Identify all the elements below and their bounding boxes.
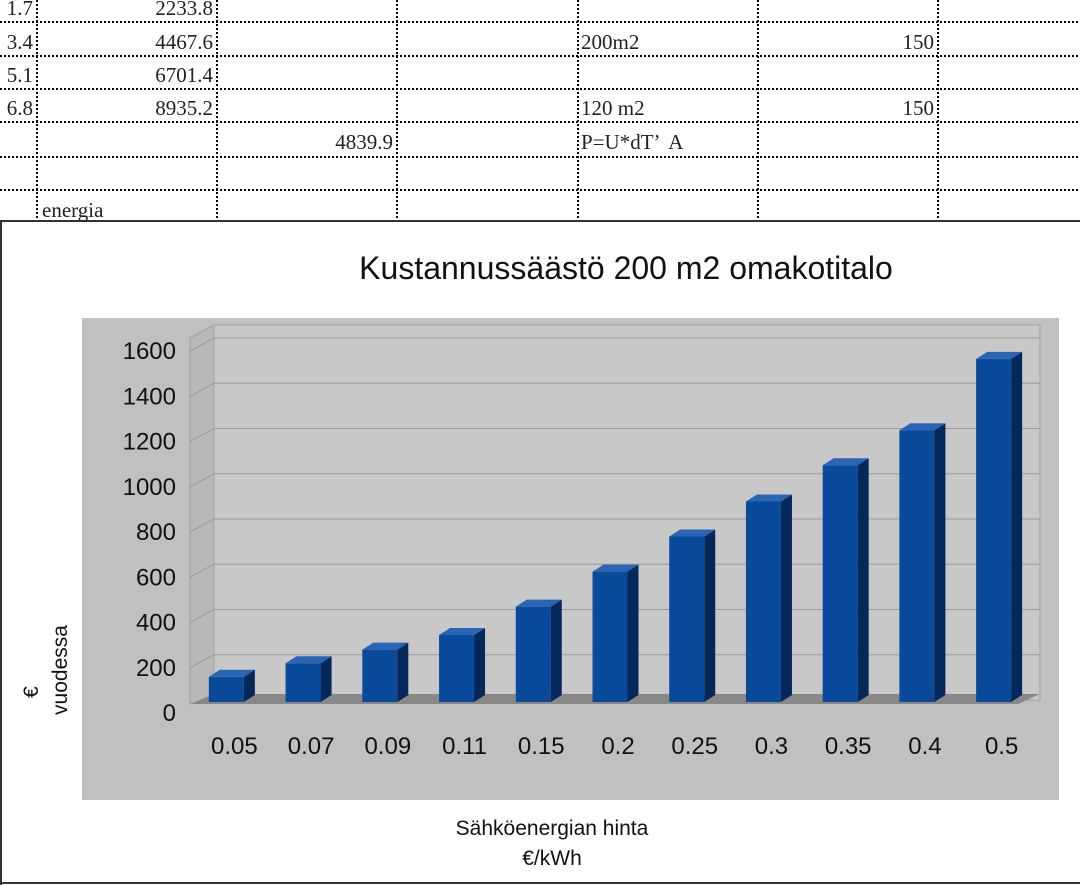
cell-d2[interactable]: 200m2 <box>581 30 640 54</box>
gridline-depth <box>189 563 215 578</box>
bar-side <box>243 669 255 702</box>
cell-b7[interactable]: energia <box>42 198 104 222</box>
x-axis-label: Sähköenergian hinta <box>456 817 649 840</box>
gridline-depth <box>189 473 215 488</box>
y-tick-label: 1200 <box>123 429 176 456</box>
gridline-depth <box>189 609 215 623</box>
bar-top <box>822 458 869 466</box>
gridline-depth <box>189 382 215 397</box>
y-tick-label: 200 <box>136 655 176 682</box>
bar-top <box>285 656 332 664</box>
bar <box>208 676 244 702</box>
cell-c5[interactable]: 4839.9 <box>335 130 393 154</box>
y-tick-label: 600 <box>136 564 176 591</box>
x-tick-label: 0.07 <box>288 733 335 760</box>
chart-container: 0 200 400 600 800 1000 1200 1400 1600 0.05 0.07 0.0… <box>0 222 1080 885</box>
x-tick-label: 0.05 <box>211 733 258 760</box>
y-tick-label: 800 <box>136 519 176 546</box>
bar <box>899 430 935 702</box>
cell-b2[interactable]: 4467.6 <box>155 30 213 54</box>
bar <box>285 663 321 702</box>
bar <box>669 536 705 702</box>
bar-side <box>397 642 409 702</box>
cell-b3[interactable]: 6701.4 <box>155 63 213 87</box>
bar-top <box>899 423 946 431</box>
y-tick-label: 1400 <box>123 383 176 410</box>
bar-top <box>439 627 486 635</box>
x-tick-label: 0.35 <box>825 733 872 760</box>
cell-e4[interactable]: 150 <box>902 96 935 120</box>
x-axis-label-unit: €/kWh <box>522 847 582 870</box>
cell-a4[interactable]: 6.8 <box>6 96 33 120</box>
bar <box>822 465 858 702</box>
bar-top <box>362 642 409 650</box>
bar <box>439 634 475 702</box>
y-tick-label: 1600 <box>123 338 176 365</box>
bar-side <box>320 656 332 702</box>
cell-d4[interactable]: 120 m2 <box>581 96 645 120</box>
x-tick-label: 0.2 <box>601 733 634 760</box>
x-tick-label: 0.09 <box>364 733 411 760</box>
bar-top <box>515 599 562 607</box>
cell-b4[interactable]: 8935.2 <box>155 96 213 120</box>
bar-side <box>704 529 716 702</box>
gridline-depth <box>189 518 215 533</box>
bar-top <box>208 669 255 677</box>
bar <box>745 501 781 702</box>
y-tick-label: 0 <box>163 700 176 727</box>
x-tick-label: 0.11 <box>442 733 487 760</box>
cell-e2[interactable]: 150 <box>902 30 935 54</box>
bar-chart: 0 200 400 600 800 1000 1200 1400 1600 0.05 0.07 0.0… <box>0 222 1080 885</box>
bar-side <box>474 627 486 702</box>
bar <box>515 606 551 702</box>
bar-side <box>934 423 946 702</box>
bar-top <box>745 494 792 502</box>
cell-b1[interactable]: 2233.8 <box>155 0 213 20</box>
y-tick-label: 400 <box>136 610 176 637</box>
y-axis-label-symbol: € <box>20 686 43 698</box>
x-tick-label: 0.4 <box>908 733 941 760</box>
bar-side <box>627 564 639 702</box>
bar-side <box>780 494 792 702</box>
y-tick-label: 1000 <box>123 474 176 501</box>
x-tick-label: 0.3 <box>755 733 788 760</box>
bar-top <box>669 529 716 537</box>
x-tick-label: 0.5 <box>985 733 1018 760</box>
spreadsheet-fragment: 1.7 2233.8 3.4 4467.6 200m2 150 5.1 6701… <box>0 0 1080 222</box>
sheet-gridlines <box>0 0 1080 222</box>
gridline-depth <box>189 337 215 352</box>
chart-side-wall <box>189 324 215 705</box>
bar-side <box>1011 351 1023 702</box>
cell-a2[interactable]: 3.4 <box>6 30 33 54</box>
gridline-depth <box>189 428 215 442</box>
cell-d5[interactable]: P=U*dT’ A <box>581 130 684 154</box>
bar <box>592 571 628 702</box>
bar-top <box>976 351 1023 359</box>
x-tick-label: 0.25 <box>671 733 718 760</box>
bar <box>976 358 1012 702</box>
bar-side <box>857 458 869 702</box>
x-tick-label: 0.15 <box>518 733 565 760</box>
cell-a3[interactable]: 5.1 <box>6 63 33 87</box>
gridline-depth <box>189 654 215 669</box>
bar <box>362 649 398 702</box>
chart-title: Kustannussäästö 200 m2 omakotitalo <box>359 250 893 286</box>
bar-side <box>550 599 562 702</box>
bar-top <box>592 564 639 572</box>
cell-a1[interactable]: 1.7 <box>6 0 33 20</box>
y-axis-label: vuodessa <box>49 625 72 715</box>
